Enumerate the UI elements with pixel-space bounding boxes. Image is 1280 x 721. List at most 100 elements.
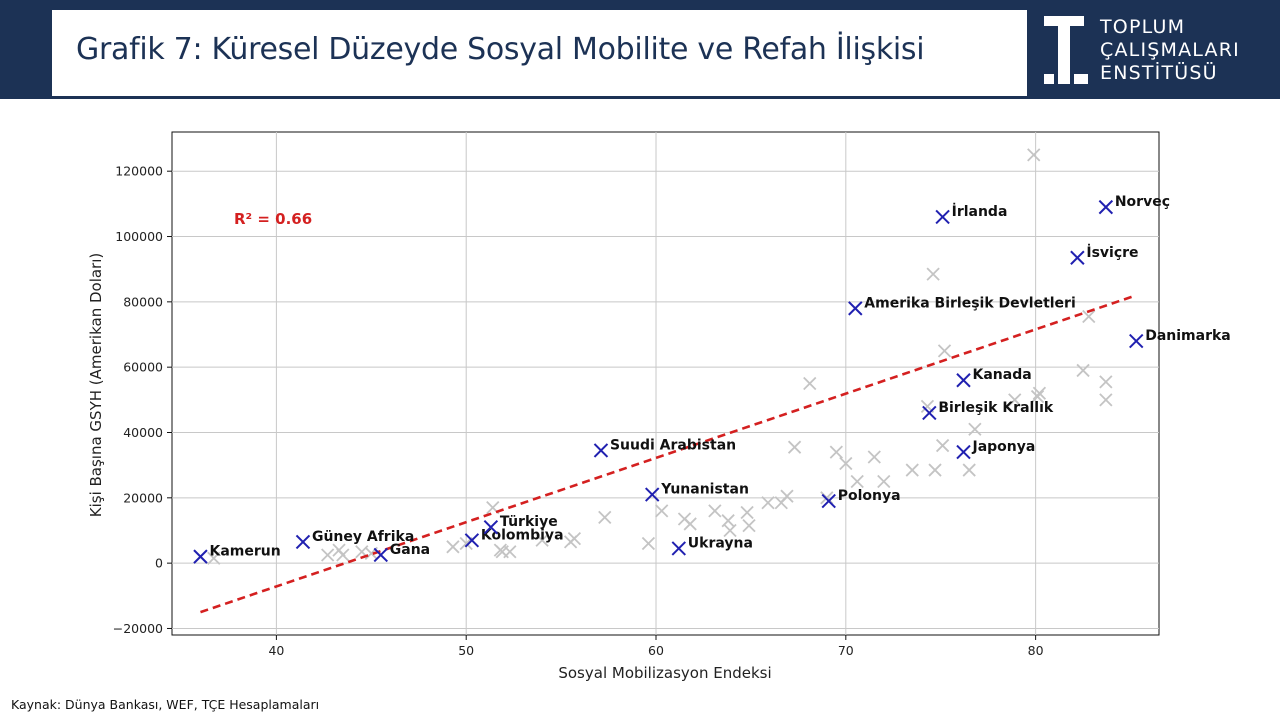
x-tick-label: 80: [1028, 643, 1044, 658]
page-title: Grafik 7: Küresel Düzeyde Sosyal Mobilit…: [76, 32, 925, 67]
background-point: [829, 445, 843, 459]
logo-line-3: ENSTİTÜSÜ: [1100, 62, 1218, 84]
background-point: [336, 548, 350, 562]
background-point: [867, 450, 881, 464]
background-point: [1076, 363, 1090, 378]
y-tick-label: 40000: [123, 425, 163, 440]
point-label: Kolombiya: [481, 527, 564, 543]
background-point: [787, 440, 802, 454]
point-label: Suudi Arabistan: [610, 437, 736, 453]
labeled-point: [645, 487, 660, 502]
background-point: [655, 504, 669, 518]
y-tick-label: 60000: [123, 360, 163, 375]
background-point: [1032, 386, 1047, 400]
background-point: [839, 456, 853, 471]
labeled-point: [1070, 250, 1085, 265]
tick-layer: 40 50 60 70 80 −20000 0 20000 40000 60000 80000 100…: [113, 164, 1044, 658]
point-label: İsviçre: [1086, 244, 1138, 261]
y-axis-label: Kişi Başına GSYH (Amerikan Doları): [87, 253, 105, 518]
r-squared-annotation: R² = 0.66: [234, 210, 312, 228]
background-point: [761, 496, 775, 510]
logo-line-1: TOPLUM: [1100, 16, 1186, 38]
source-note: Kaynak: Dünya Bankası, WEF, TÇE Hesaplam…: [11, 697, 320, 712]
labeled-point: [1098, 199, 1114, 215]
labeled-point: [373, 547, 388, 563]
background-point: [926, 267, 940, 281]
labeled-point: [956, 444, 971, 460]
point-label: Güney Afrika: [312, 529, 414, 545]
background-point: [740, 505, 754, 520]
point-label: Norveç: [1115, 194, 1170, 210]
background-point: [937, 344, 952, 358]
background-point: [567, 532, 582, 546]
point-label: Birleşik Krallık: [938, 400, 1054, 416]
labeled-point: [193, 549, 208, 564]
point-label: Türkiye: [500, 514, 558, 530]
y-tick-label: 20000: [123, 490, 163, 505]
point-label: Gana: [390, 542, 430, 558]
y-tick-label: −20000: [113, 621, 163, 636]
x-tick-label: 60: [648, 643, 664, 658]
labeled-point: [593, 443, 609, 458]
background-point: [968, 422, 982, 436]
logo-line-2: ÇALIŞMALARI: [1100, 39, 1240, 61]
background-point: [850, 474, 864, 489]
x-tick-label: 70: [838, 643, 854, 658]
labeled-point: [848, 301, 863, 316]
background-point: [780, 489, 794, 503]
point-label: Ukrayna: [688, 535, 753, 551]
background-point: [1008, 393, 1022, 407]
trend-line: [200, 294, 1137, 614]
background-point: [803, 376, 817, 391]
y-tick-label: 0: [155, 556, 163, 571]
point-label: İrlanda: [952, 203, 1008, 220]
point-label: Polonya: [838, 488, 901, 504]
y-tick-label: 80000: [123, 294, 163, 309]
labeled-point: [483, 520, 499, 535]
x-axis-label: Sosyal Mobilizasyon Endeksi: [558, 664, 771, 682]
background-point: [935, 438, 950, 453]
plot-frame: [171, 131, 1160, 636]
background-point: [1030, 389, 1045, 404]
background-point: [1027, 148, 1041, 162]
y-tick-label: 100000: [115, 229, 163, 244]
point-label: Japonya: [971, 439, 1035, 455]
background-point: [905, 463, 919, 477]
tce-logo: TOPLUM ÇALIŞMALARI ENSTİTÜSÜ: [1040, 12, 1270, 92]
tce-logo-mark-icon: [1044, 16, 1088, 84]
background-point: [207, 551, 221, 565]
point-label: Yunanistan: [660, 482, 749, 498]
background-point: [321, 548, 335, 562]
background-point: [1099, 375, 1113, 389]
background-point: [641, 536, 656, 551]
labeled-point: [464, 533, 480, 548]
background-point: [1082, 309, 1096, 324]
point-label: Amerika Birleşik Devletleri: [864, 295, 1075, 311]
point-label: Danimarka: [1145, 328, 1231, 344]
background-point: [535, 533, 549, 547]
background-point: [877, 474, 891, 489]
point-label: Kanada: [972, 367, 1031, 383]
labeled-point: [935, 209, 950, 225]
background-point: [683, 517, 697, 531]
labeled-point: [956, 373, 971, 388]
y-tick-label: 120000: [115, 164, 163, 179]
background-point: [928, 463, 942, 477]
labeled-point: [922, 405, 937, 421]
background-point: [598, 510, 612, 525]
background-point: [446, 540, 460, 554]
background-point: [723, 523, 737, 538]
background-point: [1099, 393, 1113, 407]
title-box: Grafik 7: Küresel Düzeyde Sosyal Mobilit…: [52, 10, 1027, 96]
labeled-point: [295, 534, 311, 550]
background-point: [503, 545, 517, 559]
background-point: [962, 463, 976, 477]
x-tick-label: 50: [458, 643, 474, 658]
point-label: Kamerun: [209, 544, 280, 560]
background-point: [708, 504, 722, 518]
x-tick-label: 40: [268, 643, 284, 658]
labeled-point: [1129, 333, 1144, 349]
grid-layer: [172, 132, 1159, 635]
